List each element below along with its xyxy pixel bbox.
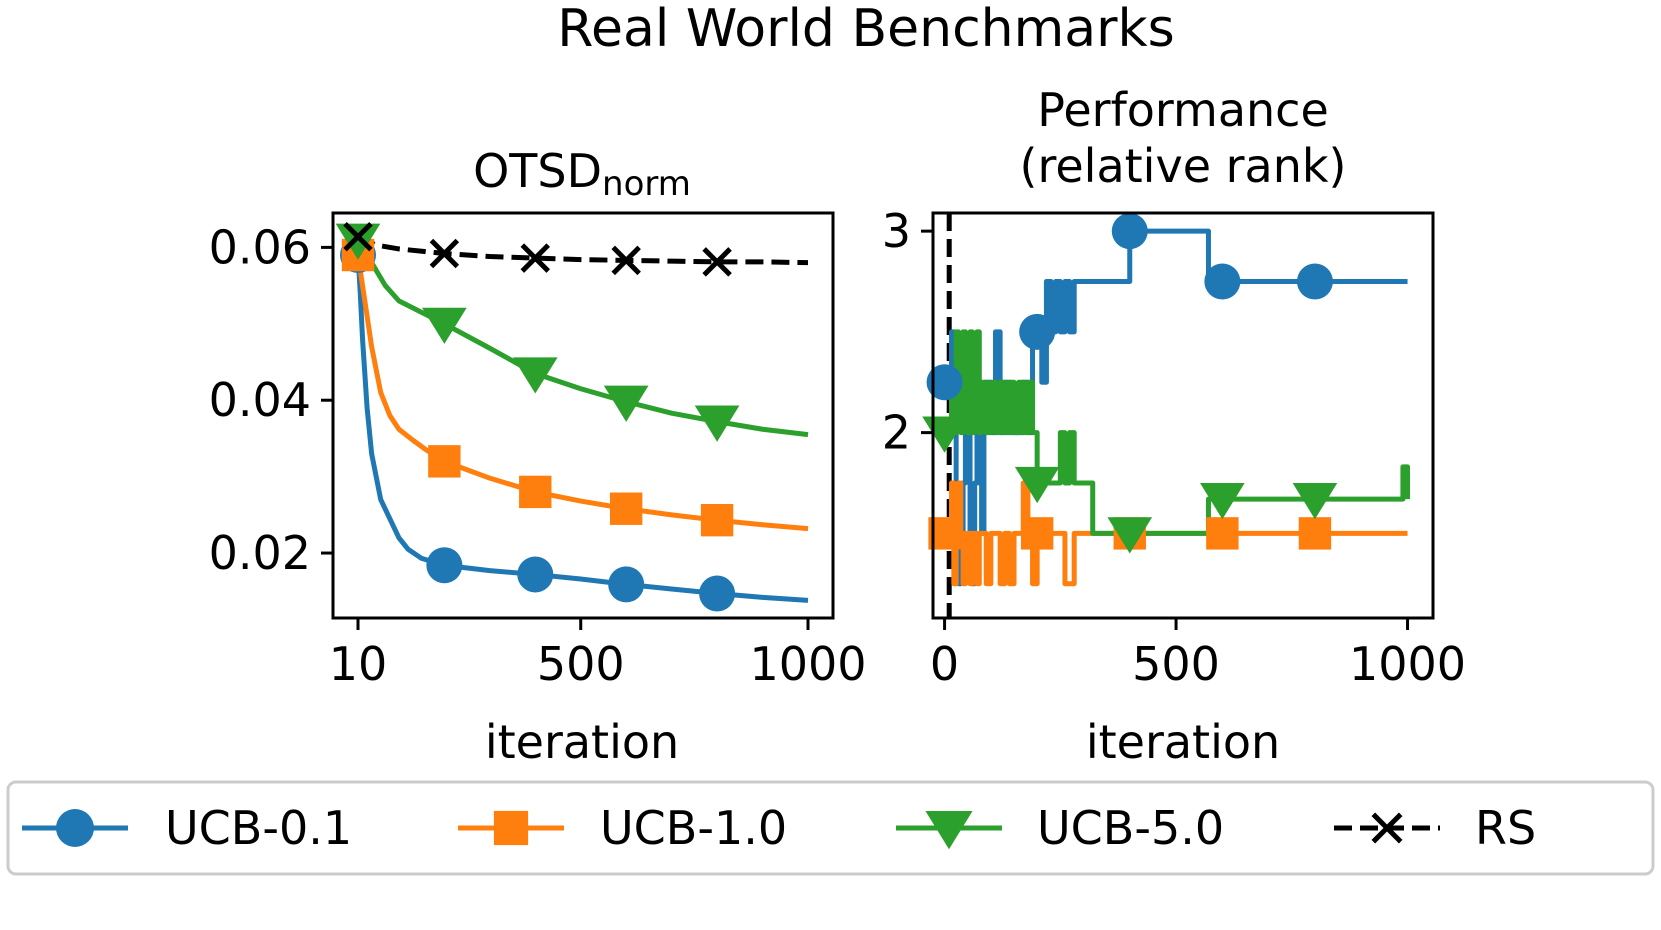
performance-ytick-label: 3 xyxy=(882,204,911,258)
otsd-xtick-label: 500 xyxy=(537,637,625,691)
figure-title: Real World Benchmarks xyxy=(557,0,1174,59)
marker-ucb-0-1 xyxy=(926,364,963,401)
otsd-ytick-label: 0.06 xyxy=(209,220,311,274)
series-line-ucb-1-0 xyxy=(944,480,1408,587)
legend-item-ucb-5-0: UCB-5.0 xyxy=(896,801,1224,855)
marker-ucb-5-0 xyxy=(1107,517,1153,554)
otsd-axes-frame xyxy=(331,211,835,620)
legend: UCB-0.1 UCB-1.0 UCB-5.0 RS xyxy=(6,780,1655,876)
marker-ucb-5-0 xyxy=(1292,483,1338,520)
marker-ucb-1-0 xyxy=(519,475,552,509)
marker-rs xyxy=(429,238,460,269)
marker-ucb-0-1 xyxy=(426,547,463,584)
marker-rs xyxy=(702,247,732,277)
marker-ucb-0-1 xyxy=(1019,313,1056,350)
otsd-plot-marks: 10 500 1000 0.02 0.04 0.06 xyxy=(209,211,867,691)
performance-ytick-label: 2 xyxy=(882,406,911,460)
series-line-ucb-5-0 xyxy=(355,238,809,438)
legend-marker-ucb-5-0 xyxy=(925,811,973,850)
marker-ucb-5-0 xyxy=(335,223,381,260)
performance-title: Performance (relative rank) xyxy=(1020,83,1347,193)
performance-xtick-label: 1000 xyxy=(1349,637,1466,691)
marker-ucb-1-0 xyxy=(609,492,643,525)
marker-ucb-5-0 xyxy=(422,307,467,344)
legend-label: UCB-5.0 xyxy=(1037,801,1224,855)
marker-ucb-1-0 xyxy=(1298,517,1332,550)
otsd-ytick-label: 0.04 xyxy=(209,373,311,427)
marker-ucb-5-0 xyxy=(512,357,558,394)
performance-xtick-label: 500 xyxy=(1132,637,1220,691)
legend-marker-ucb-1-0 xyxy=(493,810,529,846)
marker-ucb-0-1 xyxy=(1111,213,1148,250)
marker-ucb-0-1 xyxy=(517,556,554,593)
performance-xlabel: iteration xyxy=(1086,715,1280,769)
marker-ucb-5-0 xyxy=(603,385,649,422)
marker-ucb-5-0 xyxy=(694,405,740,442)
marker-ucb-1-0 xyxy=(1206,517,1239,550)
legend-item-ucb-0-1: UCB-0.1 xyxy=(22,801,352,855)
marker-rs xyxy=(611,245,641,276)
marker-rs xyxy=(343,221,373,252)
otsd-ytick-label: 0.02 xyxy=(209,526,311,580)
marker-ucb-5-0 xyxy=(1014,466,1060,504)
marker-ucb-0-1 xyxy=(1296,263,1333,300)
performance-axes-frame xyxy=(931,211,1435,620)
series-line-rs xyxy=(356,234,809,266)
legend-label: UCB-1.0 xyxy=(600,801,787,855)
legend-items: UCB-0.1 UCB-1.0 UCB-5.0 RS xyxy=(22,801,1536,855)
legend-marker-ucb-0-1 xyxy=(56,809,94,847)
marker-ucb-1-0 xyxy=(428,445,461,478)
panel-otsd: OTSDnorm 10 500 1000 0.02 0.04 0.06 iteration xyxy=(209,144,867,769)
marker-ucb-0-1 xyxy=(699,575,736,612)
otsd-plot-area xyxy=(355,234,809,603)
marker-ucb-0-1 xyxy=(608,566,645,603)
panel-otsd-title: OTSDnorm xyxy=(473,144,691,204)
legend-label: RS xyxy=(1475,801,1536,855)
legend-frame xyxy=(6,780,1655,876)
legend-marker-rs xyxy=(1371,812,1403,844)
legend-item-rs: RS xyxy=(1334,801,1536,855)
marker-ucb-0-1 xyxy=(1204,263,1241,300)
marker-ucb-1-0 xyxy=(700,503,734,537)
series-line-ucb-0-1 xyxy=(355,254,809,603)
marker-ucb-1-0 xyxy=(1020,517,1054,550)
legend-label: UCB-0.1 xyxy=(165,801,352,855)
otsd-xlabel: iteration xyxy=(485,715,679,769)
performance-title-line: Performance xyxy=(1037,83,1329,137)
performance-xtick-label: 0 xyxy=(930,637,959,691)
series-line-ucb-5-0 xyxy=(944,329,1411,536)
marker-ucb-5-0 xyxy=(1200,483,1245,520)
performance-plot-area xyxy=(944,213,1411,618)
panel-performance: Performance (relative rank) 0 500 1000 2 3 it… xyxy=(882,83,1466,769)
performance-plot-marks: 0 500 1000 2 3 xyxy=(882,204,1466,691)
performance-title-line: (relative rank) xyxy=(1020,139,1347,193)
otsd-xtick-label: 1000 xyxy=(749,637,866,691)
otsd-xtick-label: 10 xyxy=(329,637,388,691)
legend-item-ucb-1-0: UCB-1.0 xyxy=(458,801,787,855)
marker-rs xyxy=(520,243,551,273)
